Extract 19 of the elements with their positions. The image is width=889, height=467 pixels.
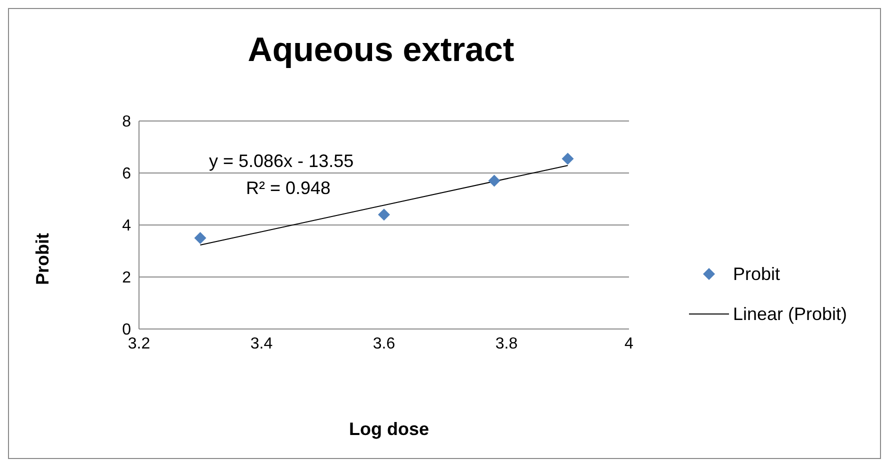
x-axis-title: Log dose (348, 419, 430, 440)
chart-title: Aqueous extract (246, 31, 516, 70)
legend-label: Linear (Probit) (733, 304, 848, 324)
y-tick-label: 2 (122, 270, 132, 287)
point (194, 232, 206, 244)
x-tick-label: 3.8 (495, 335, 518, 352)
annotation: R² = 0.948 (246, 178, 331, 199)
point (562, 152, 574, 165)
point (378, 208, 390, 221)
x-tick-label: 3.4 (250, 335, 273, 352)
annotation: y = 5.086x - 13.55 (209, 151, 354, 172)
x-tick-label: 3.6 (372, 335, 396, 352)
y-tick-label: 8 (122, 114, 132, 131)
point (488, 174, 500, 187)
y-axis-title: Probit (32, 233, 54, 285)
y-tick-label: 6 (122, 166, 132, 183)
legend-label: Probit (733, 264, 780, 284)
x-tick-label: 4 (624, 335, 634, 352)
y-tick-label: 4 (122, 218, 132, 235)
